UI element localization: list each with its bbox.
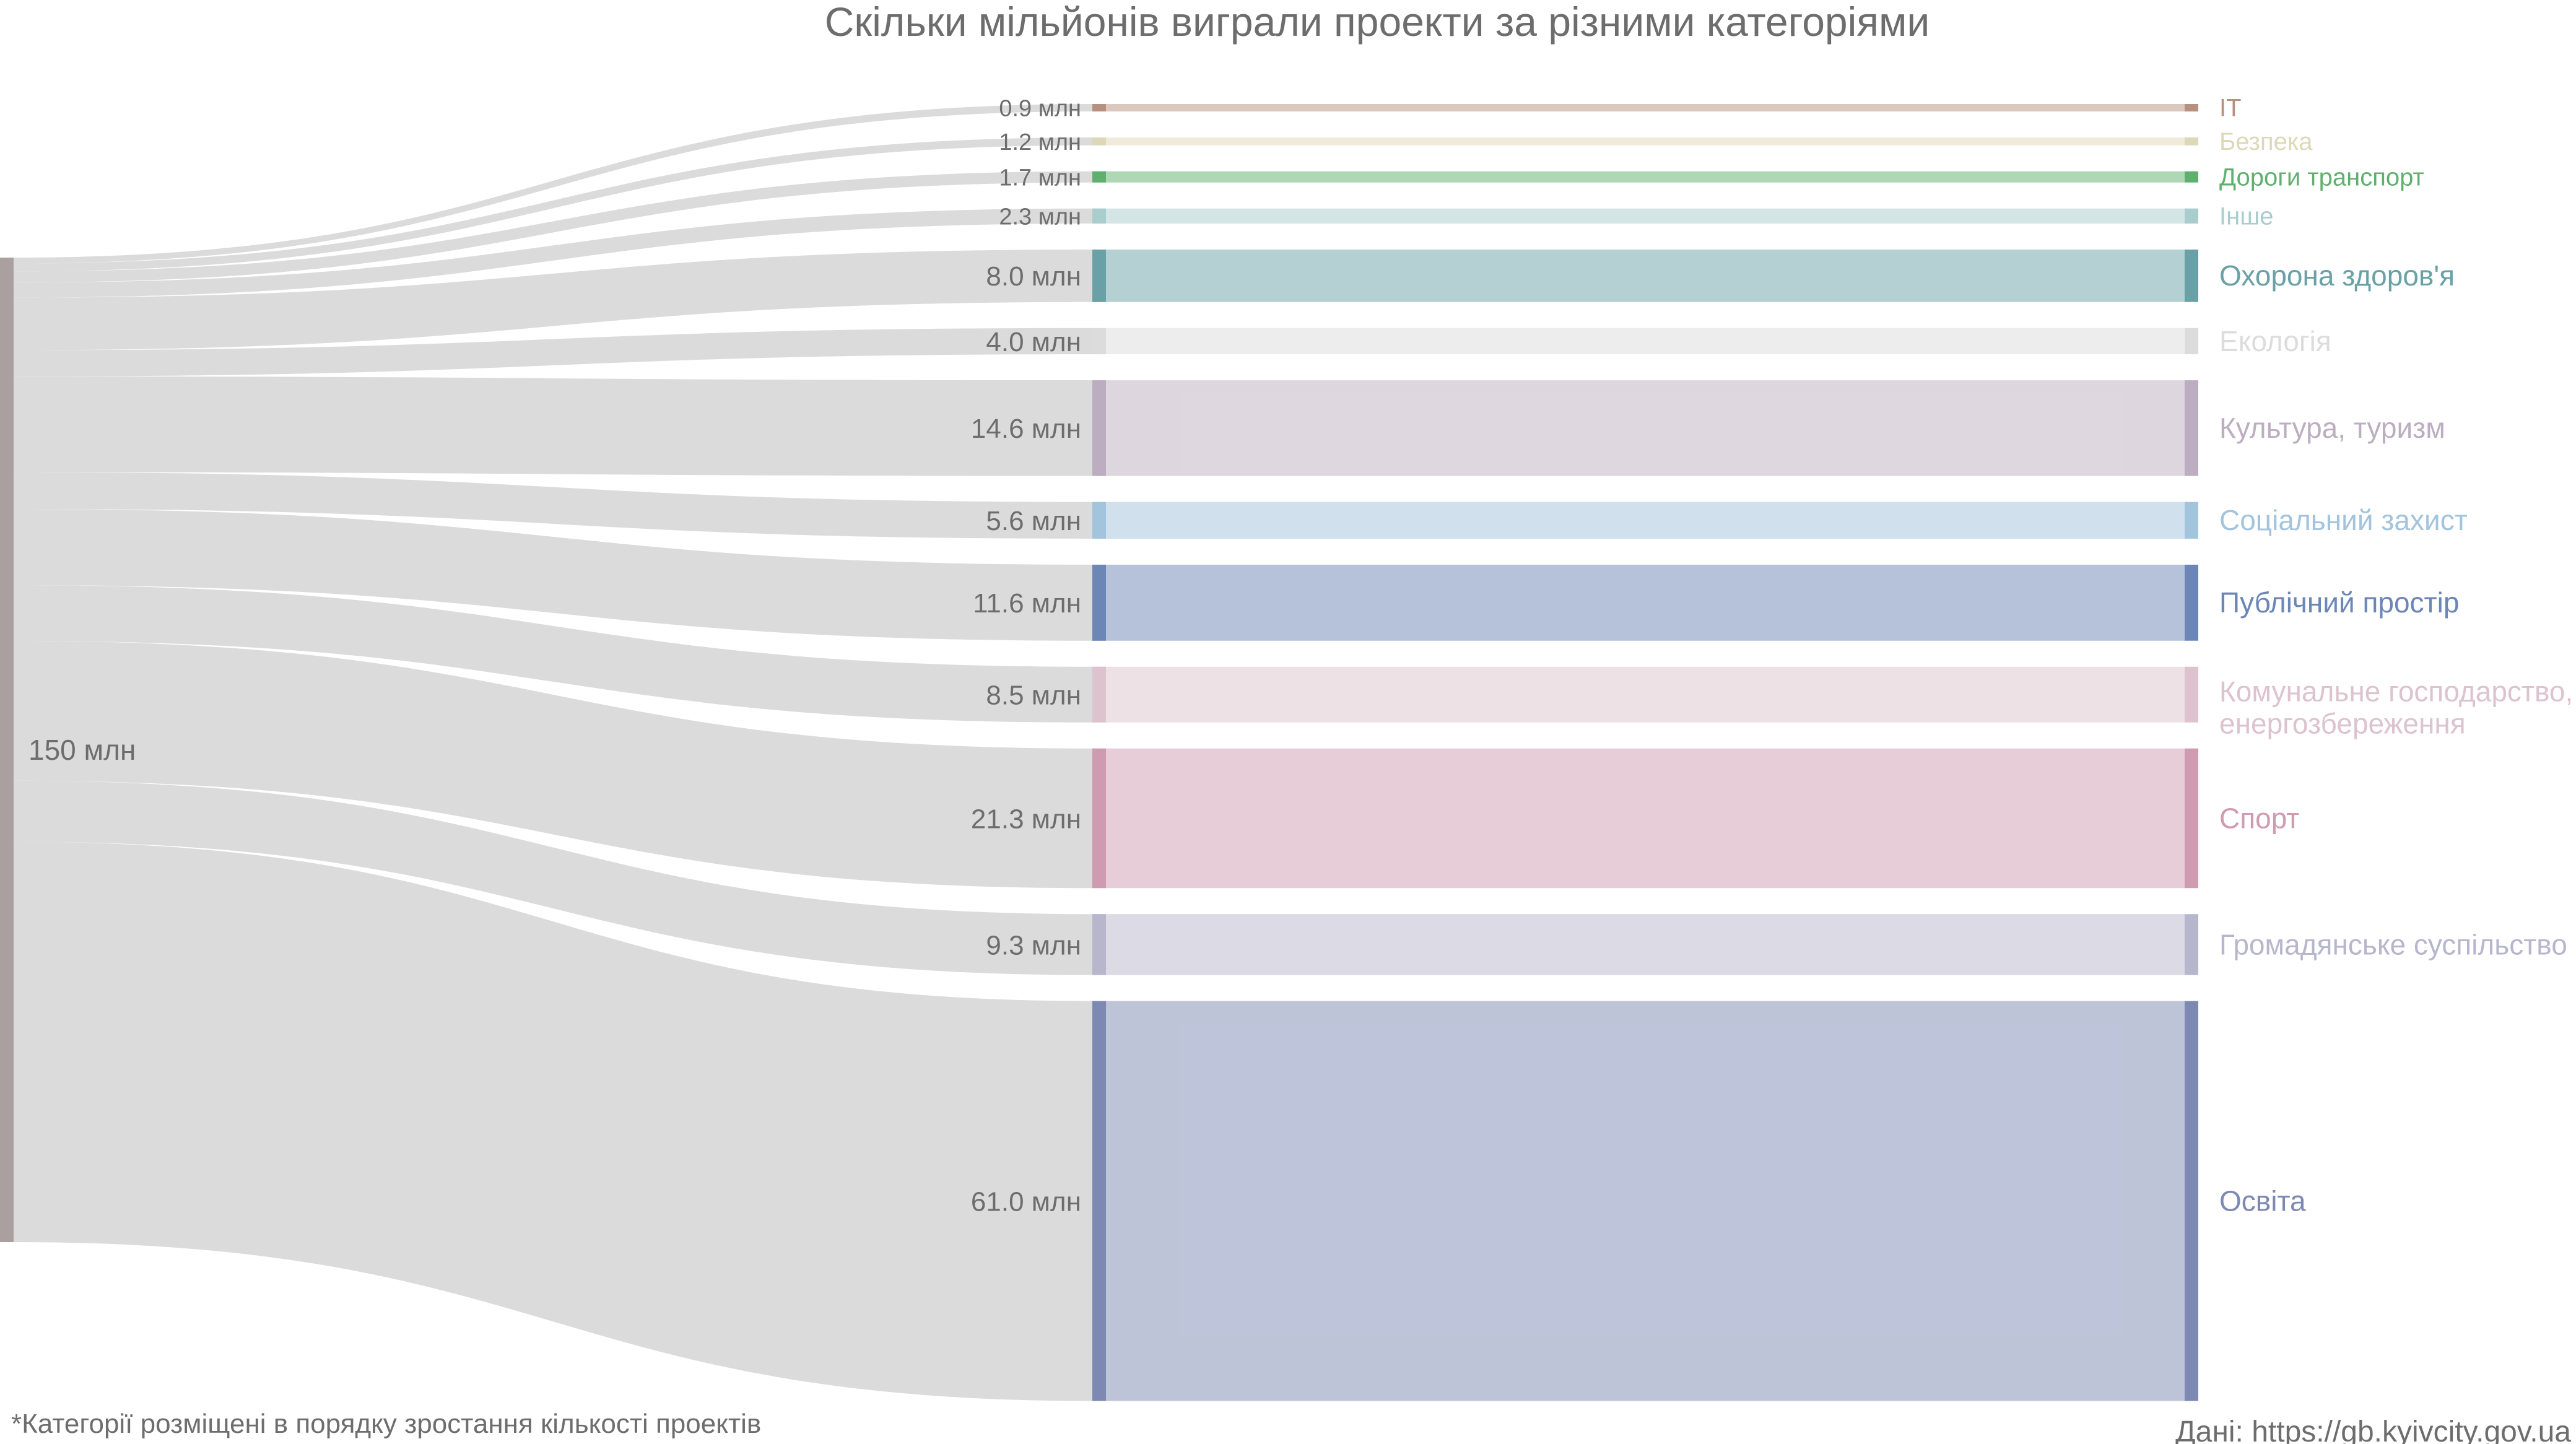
flow-link: [14, 641, 1092, 889]
flow-link: [14, 585, 1092, 723]
category-node: [1092, 171, 1106, 183]
footnote-text: *Категорії розміщені в порядку зростання…: [11, 1409, 761, 1439]
value-label: 1.7 млн: [999, 165, 1081, 191]
category-node: [2185, 137, 2198, 146]
category-band: [1092, 666, 2185, 723]
category-node: [1092, 328, 1106, 355]
flow-link: [14, 104, 1092, 264]
category-node: [2185, 104, 2198, 111]
category-label: Освіта: [2219, 1185, 2306, 1217]
nodes-group: [0, 104, 2198, 1401]
value-label: 8.5 млн: [986, 681, 1081, 711]
category-node: [1092, 208, 1106, 224]
category-node: [2185, 914, 2198, 975]
category-node: [1092, 1001, 1106, 1401]
category-band: [1092, 208, 2185, 224]
category-node: [2185, 380, 2198, 476]
flows-group: [14, 104, 1092, 1401]
category-node: [1092, 250, 1106, 302]
category-node: [1092, 137, 1106, 146]
category-band: [1092, 137, 2185, 146]
category-node: [1092, 104, 1106, 111]
category-band: [1092, 564, 2185, 641]
category-label: IT: [2219, 95, 2242, 122]
category-band: [1092, 1001, 2185, 1401]
category-node: [2185, 208, 2198, 224]
chart-title: Скільки мільйонів виграли проекти за різ…: [825, 0, 1930, 45]
category-node: [2185, 1001, 2198, 1401]
category-node: [1092, 564, 1106, 641]
category-band: [1092, 748, 2185, 889]
category-label: енергозбереження: [2219, 707, 2466, 739]
source-value-label: 150 млн: [28, 734, 136, 766]
category-label: Екологія: [2219, 325, 2331, 357]
category-label: Соціальний захист: [2219, 504, 2468, 536]
category-label: Культура, туризм: [2219, 412, 2445, 444]
flow-link: [14, 780, 1092, 975]
category-node: [1092, 380, 1106, 476]
category-band: [1092, 328, 2185, 355]
category-node: [2185, 328, 2198, 355]
category-band: [1092, 914, 2185, 975]
category-label: Комунальне господарство,: [2219, 675, 2573, 707]
category-node: [2185, 250, 2198, 302]
value-label: 1.2 млн: [999, 129, 1081, 155]
category-label: Безпека: [2219, 128, 2313, 155]
category-node: [1092, 914, 1106, 975]
source-node: [0, 258, 14, 1242]
flow-link: [14, 376, 1092, 476]
category-label: Дороги транспорт: [2219, 163, 2424, 191]
category-node: [2185, 748, 2198, 889]
value-label: 61.0 млн: [971, 1186, 1081, 1217]
flow-link: [14, 842, 1092, 1401]
category-band: [1092, 104, 2185, 111]
flow-link: [14, 328, 1092, 376]
category-label: Інше: [2219, 203, 2274, 230]
bands-group: [1092, 104, 2185, 1401]
category-node: [1092, 502, 1106, 539]
value-label: 5.6 млн: [986, 506, 1081, 536]
value-label: 4.0 млн: [986, 327, 1081, 357]
value-label: 0.9 млн: [999, 96, 1081, 122]
category-node: [1092, 748, 1106, 889]
category-label: Публічний простір: [2219, 586, 2459, 619]
category-band: [1092, 380, 2185, 476]
category-node: [2185, 666, 2198, 723]
flow-link: [14, 472, 1092, 539]
category-band: [1092, 250, 2185, 302]
category-label: Громадянське суспільство: [2219, 928, 2567, 960]
flow-link: [14, 137, 1092, 272]
value-label: 9.3 млн: [986, 930, 1081, 960]
value-label: 11.6 млн: [973, 588, 1081, 619]
category-label: Охорона здоров'я: [2219, 259, 2455, 292]
value-label: 14.6 млн: [971, 414, 1081, 444]
value-label: 8.0 млн: [986, 261, 1081, 292]
flow-link: [14, 171, 1092, 283]
category-band: [1092, 502, 2185, 539]
value-label: 21.3 млн: [971, 804, 1081, 834]
category-node: [1092, 666, 1106, 723]
category-node: [2185, 564, 2198, 641]
category-node: [2185, 171, 2198, 183]
flow-link: [14, 508, 1092, 641]
flow-link: [14, 250, 1092, 350]
labels-group: 150 млн 0.9 млн IT 1.2 млн Безпека 1.7 млн Дор…: [28, 95, 2573, 1217]
value-label: 2.3 млн: [999, 204, 1081, 230]
category-node: [2185, 502, 2198, 539]
category-band: [1092, 171, 2185, 183]
flow-link: [14, 208, 1092, 298]
source-credit: Дані: https://gb.kyivcity.gov.ua: [2175, 1416, 2571, 1444]
category-label: Спорт: [2219, 802, 2299, 834]
